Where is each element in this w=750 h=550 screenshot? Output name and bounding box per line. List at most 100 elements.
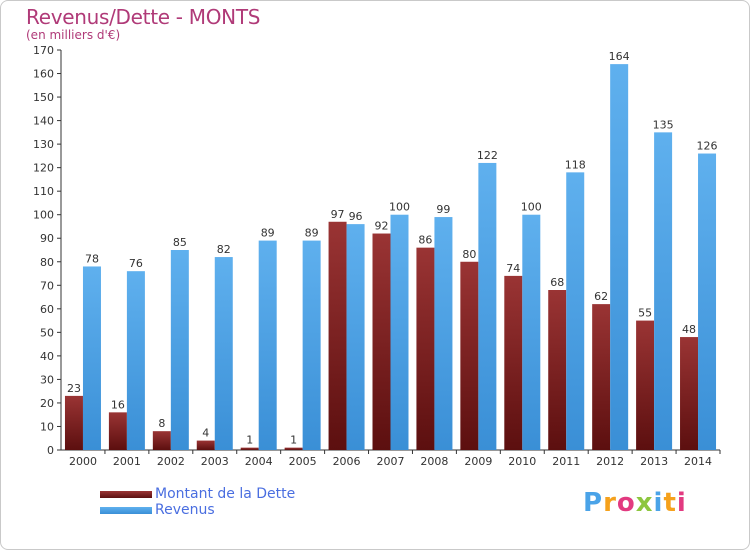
- bar-dette-2001: [108, 412, 127, 450]
- logo-letter: x: [635, 488, 654, 518]
- label-revenus-2004: 89: [261, 227, 275, 240]
- bar-dette-2008: [416, 247, 435, 450]
- label-revenus-2001: 76: [129, 257, 143, 270]
- y-tick-label: 40: [40, 350, 54, 363]
- y-tick-label: 70: [40, 279, 54, 292]
- y-tick-label: 100: [33, 209, 54, 222]
- x-tick-label-2011: 2011: [552, 455, 580, 468]
- label-revenus-2006: 96: [349, 210, 363, 223]
- bar-dette-2011: [548, 290, 567, 450]
- legend-item-debt: Montant de la Dette: [100, 486, 295, 502]
- label-revenus-2007: 100: [389, 201, 410, 214]
- bar-revenus-2005: [302, 240, 321, 450]
- chart-subtitle: (en milliers d'€): [26, 28, 121, 42]
- label-revenus-2013: 135: [653, 118, 674, 131]
- bar-dette-2006: [328, 221, 347, 450]
- legend-label-revenus: Revenus: [155, 502, 215, 518]
- label-dette-2008: 86: [418, 234, 432, 247]
- x-tick-label-2000: 2000: [69, 455, 97, 468]
- label-revenus-2002: 85: [173, 236, 187, 249]
- label-revenus-2008: 99: [436, 203, 450, 216]
- y-tick-label: 130: [33, 138, 54, 151]
- y-tick-label: 110: [33, 185, 54, 198]
- label-dette-2000: 23: [67, 382, 81, 395]
- x-tick-label-2003: 2003: [201, 455, 229, 468]
- y-tick-label: 170: [33, 44, 54, 57]
- bar-revenus-2013: [654, 132, 673, 450]
- x-tick-label-2008: 2008: [420, 455, 448, 468]
- bar-revenus-2002: [170, 250, 189, 450]
- label-dette-2003: 4: [202, 427, 209, 440]
- bar-dette-2007: [372, 233, 391, 450]
- y-tick-label: 120: [33, 162, 54, 175]
- y-tick-label: 20: [40, 397, 54, 410]
- y-tick-label: 30: [40, 373, 54, 386]
- y-tick-label: 50: [40, 326, 54, 339]
- label-dette-2012: 62: [594, 290, 608, 303]
- x-tick-label-2005: 2005: [289, 455, 317, 468]
- label-revenus-2005: 89: [305, 227, 319, 240]
- legend-label-debt: Montant de la Dette: [155, 486, 296, 502]
- bar-dette-2003: [196, 440, 215, 450]
- x-tick-label-2007: 2007: [377, 455, 405, 468]
- x-tick-label-2002: 2002: [157, 455, 185, 468]
- bar-revenus-2003: [214, 257, 233, 450]
- label-dette-2006: 97: [331, 208, 345, 221]
- label-dette-2007: 92: [375, 220, 389, 233]
- logo-letter: P: [583, 488, 604, 518]
- bar-revenus-2011: [566, 172, 585, 450]
- legend: Montant de la Dette Revenus: [100, 486, 295, 518]
- label-dette-2002: 8: [158, 417, 165, 430]
- bar-revenus-2009: [478, 162, 497, 451]
- y-tick-label: 150: [33, 91, 54, 104]
- label-dette-2005: 1: [290, 434, 297, 447]
- legend-item-revenus: Revenus: [100, 502, 295, 518]
- label-revenus-2000: 78: [85, 252, 99, 265]
- chart-title: Revenus/Dette - MONTS: [26, 5, 261, 29]
- bar-dette-2002: [152, 431, 171, 450]
- y-tick-label: 90: [40, 232, 54, 245]
- x-tick-label-2001: 2001: [113, 455, 141, 468]
- bar-revenus-2008: [434, 217, 453, 450]
- bar-dette-2010: [504, 275, 523, 450]
- bar-dette-2014: [680, 337, 699, 450]
- y-tick-label: 80: [40, 256, 54, 269]
- bar-dette-2004: [240, 447, 259, 450]
- logo-letter: i: [676, 488, 687, 518]
- bars: [64, 64, 717, 451]
- x-tick-label-2009: 2009: [464, 455, 492, 468]
- x-tick-label-2006: 2006: [333, 455, 361, 468]
- label-dette-2001: 16: [111, 398, 125, 411]
- bar-dette-2009: [460, 261, 479, 450]
- label-revenus-2014: 126: [697, 140, 718, 153]
- logo-letter: o: [616, 488, 636, 518]
- bar-dette-2013: [636, 320, 655, 450]
- bar-revenus-2014: [698, 153, 717, 450]
- proxiti-logo: Proxiti: [583, 488, 687, 518]
- bar-revenus-2006: [346, 224, 365, 450]
- bar-revenus-2012: [610, 64, 629, 450]
- bar-revenus-2004: [258, 240, 277, 450]
- label-revenus-2010: 100: [521, 201, 542, 214]
- legend-swatch-revenus: [100, 506, 152, 514]
- bar-revenus-2000: [82, 266, 101, 450]
- label-dette-2013: 55: [638, 307, 652, 320]
- y-tick-label: 160: [33, 68, 54, 81]
- bar-revenus-2010: [522, 214, 541, 450]
- label-dette-2004: 1: [246, 434, 253, 447]
- x-tick-label-2012: 2012: [596, 455, 624, 468]
- x-tick-label-2010: 2010: [508, 455, 536, 468]
- logo-letter: r: [603, 488, 617, 518]
- label-dette-2010: 74: [506, 262, 520, 275]
- label-revenus-2012: 164: [609, 50, 630, 63]
- label-revenus-2011: 118: [565, 158, 586, 171]
- y-tick-label: 60: [40, 303, 54, 316]
- x-tick-label-2004: 2004: [245, 455, 273, 468]
- label-dette-2011: 68: [550, 276, 564, 289]
- label-dette-2009: 80: [462, 248, 476, 261]
- bar-dette-2005: [284, 447, 303, 450]
- y-tick-label: 0: [47, 444, 54, 457]
- label-dette-2014: 48: [682, 323, 696, 336]
